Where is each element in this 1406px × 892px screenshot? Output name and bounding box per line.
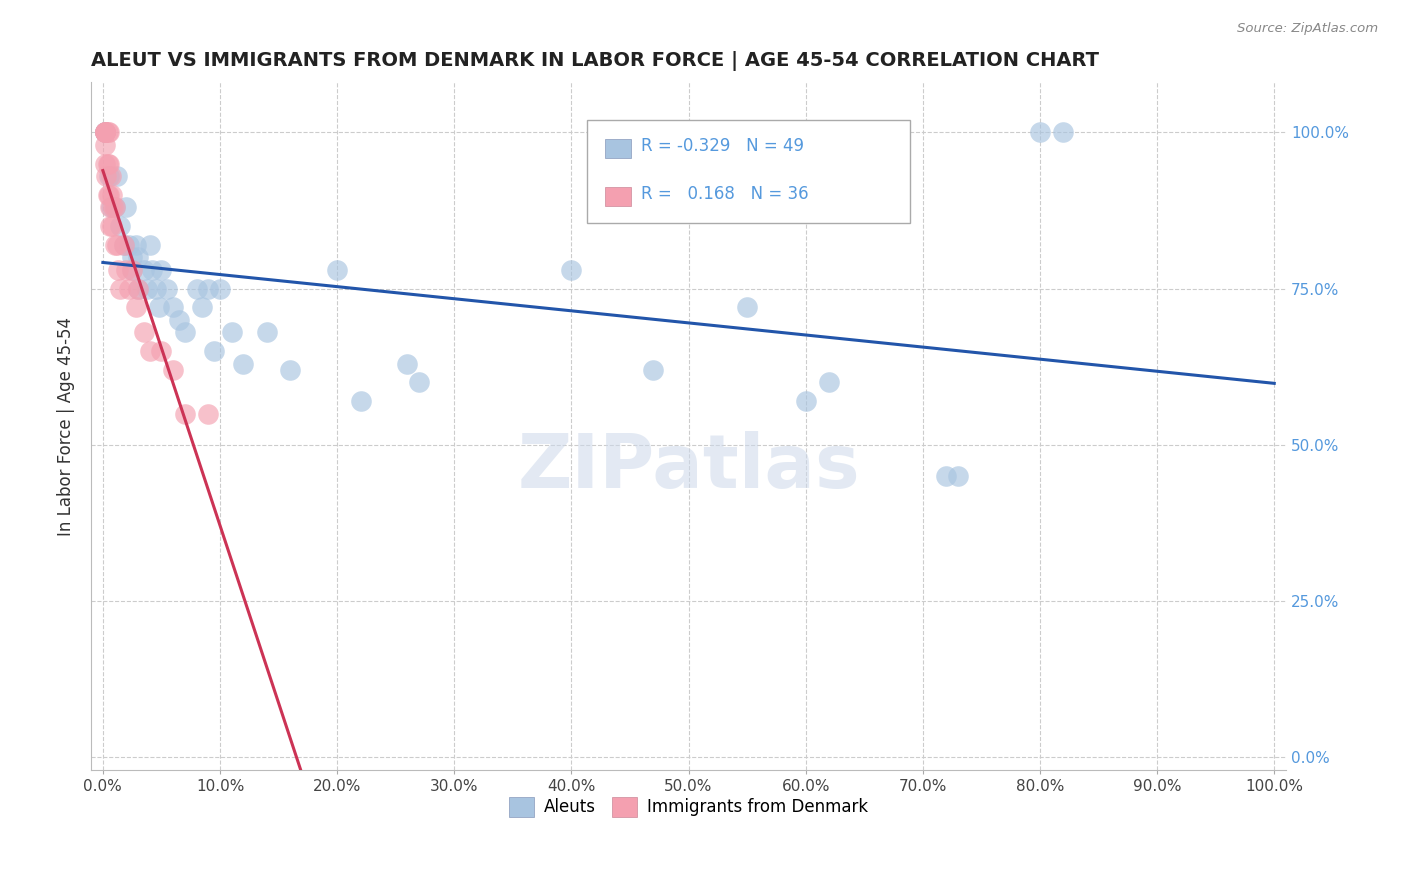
Point xyxy=(150,344,173,359)
Point xyxy=(221,326,243,340)
FancyBboxPatch shape xyxy=(586,120,910,223)
Point xyxy=(349,394,371,409)
Point xyxy=(110,282,132,296)
Bar xyxy=(605,139,631,158)
Point xyxy=(124,238,146,252)
Point xyxy=(326,263,349,277)
Point xyxy=(94,125,117,139)
Point xyxy=(560,263,582,277)
Text: ALEUT VS IMMIGRANTS FROM DENMARK IN LABOR FORCE | AGE 45-54 CORRELATION CHART: ALEUT VS IMMIGRANTS FROM DENMARK IN LABO… xyxy=(91,51,1099,70)
Text: Source: ZipAtlas.com: Source: ZipAtlas.com xyxy=(1237,22,1378,36)
Point xyxy=(197,282,219,296)
Point xyxy=(110,219,132,234)
Point xyxy=(121,263,143,277)
Point xyxy=(1052,125,1074,139)
Point xyxy=(735,301,758,315)
Point xyxy=(117,282,139,296)
Point xyxy=(136,282,159,296)
Point xyxy=(98,200,121,214)
Point xyxy=(115,200,138,214)
Point xyxy=(97,125,120,139)
Point xyxy=(643,363,665,377)
Point xyxy=(162,301,184,315)
Point xyxy=(191,301,214,315)
Point xyxy=(94,156,117,170)
Point xyxy=(100,169,122,183)
Point xyxy=(94,137,117,152)
Point xyxy=(124,301,146,315)
Point xyxy=(132,263,155,277)
Point xyxy=(107,263,129,277)
Point xyxy=(96,156,118,170)
Point xyxy=(127,282,149,296)
Point xyxy=(794,394,817,409)
Text: R =   0.168   N = 36: R = 0.168 N = 36 xyxy=(641,185,808,202)
Point xyxy=(97,156,120,170)
Point xyxy=(97,187,120,202)
Point xyxy=(935,469,957,483)
Point xyxy=(946,469,969,483)
Point xyxy=(202,344,225,359)
Y-axis label: In Labor Force | Age 45-54: In Labor Force | Age 45-54 xyxy=(58,317,75,536)
Point xyxy=(103,200,125,214)
Point xyxy=(408,376,430,390)
Point xyxy=(127,282,149,296)
Point xyxy=(162,363,184,377)
Point xyxy=(94,125,117,139)
Point xyxy=(132,326,155,340)
Point xyxy=(145,282,167,296)
Point xyxy=(127,251,149,265)
Point xyxy=(101,219,124,234)
Point xyxy=(94,125,117,139)
Point xyxy=(105,238,128,252)
Point xyxy=(278,363,301,377)
Point xyxy=(150,263,173,277)
Point xyxy=(396,357,419,371)
Point xyxy=(138,238,160,252)
Point xyxy=(97,169,120,183)
Point xyxy=(94,125,117,139)
Point xyxy=(115,263,138,277)
Point xyxy=(96,125,118,139)
Point xyxy=(141,263,163,277)
Point xyxy=(112,238,135,252)
Point xyxy=(167,313,190,327)
Point xyxy=(818,376,841,390)
Point xyxy=(103,200,125,214)
Point xyxy=(112,238,135,252)
Point xyxy=(148,301,170,315)
Text: ZIPatlas: ZIPatlas xyxy=(517,431,860,504)
Point xyxy=(117,238,139,252)
Point xyxy=(103,238,125,252)
Point xyxy=(173,326,195,340)
Point xyxy=(173,407,195,421)
Point xyxy=(121,251,143,265)
Point xyxy=(1029,125,1052,139)
Point xyxy=(98,219,121,234)
Point xyxy=(103,200,125,214)
Bar xyxy=(605,186,631,206)
Point xyxy=(138,344,160,359)
Point xyxy=(186,282,208,296)
Point xyxy=(100,200,122,214)
Point xyxy=(94,125,117,139)
Point xyxy=(105,169,128,183)
Text: R = -0.329   N = 49: R = -0.329 N = 49 xyxy=(641,136,804,154)
Point xyxy=(208,282,231,296)
Point xyxy=(156,282,179,296)
Point xyxy=(232,357,254,371)
Point xyxy=(94,125,117,139)
Legend: Aleuts, Immigrants from Denmark: Aleuts, Immigrants from Denmark xyxy=(502,790,875,823)
Point xyxy=(121,263,143,277)
Point xyxy=(197,407,219,421)
Point xyxy=(101,187,124,202)
Point xyxy=(94,125,117,139)
Point xyxy=(96,169,118,183)
Point xyxy=(256,326,278,340)
Point xyxy=(96,187,118,202)
